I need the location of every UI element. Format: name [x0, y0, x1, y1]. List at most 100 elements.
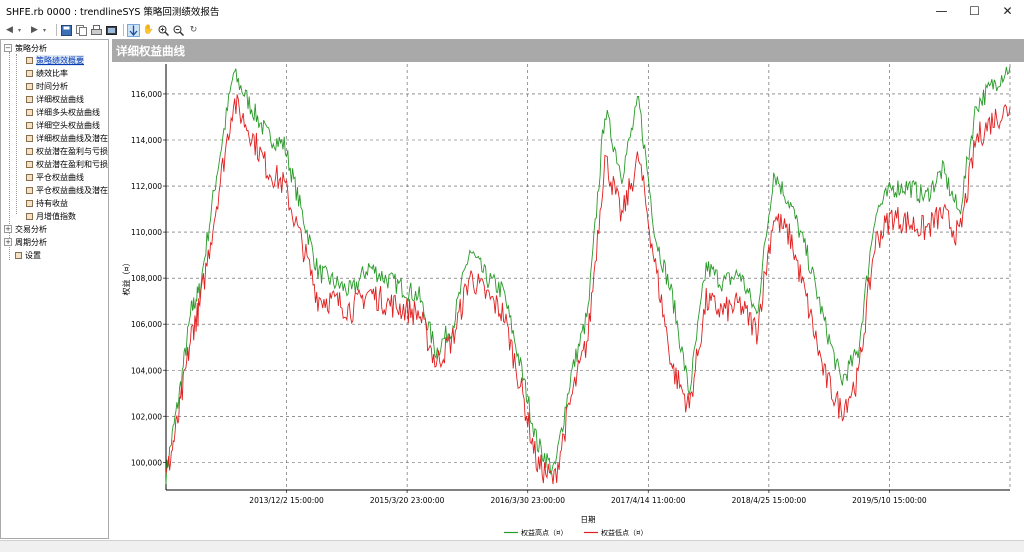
copy-icon[interactable]: [75, 24, 88, 37]
x-tick-label: 2017/4/14 11:00:00: [611, 496, 686, 505]
back-dropdown-icon[interactable]: ▾: [18, 26, 22, 34]
tree-node-strategy-analysis[interactable]: − 策略分析: [4, 42, 47, 54]
report-icon: [26, 95, 33, 103]
expand-icon[interactable]: +: [4, 238, 12, 246]
back-icon[interactable]: ◀: [6, 25, 13, 35]
tree-item-time-analysis[interactable]: 时间分析: [26, 80, 68, 92]
tree-item-monthly-index[interactable]: 月增值指数: [26, 210, 76, 222]
report-icon: [26, 147, 33, 155]
title-bar: SHFE.rb 0000 : trendlineSYS 策略回测绩效报告 — ☐…: [0, 0, 1024, 22]
y-tick-label: 114,000: [131, 136, 162, 145]
tree-label: 月增值指数: [36, 211, 76, 221]
report-icon: [26, 173, 33, 181]
tree-item-ratios[interactable]: 绩效比率: [26, 67, 68, 79]
maximize-button[interactable]: ☐: [969, 4, 980, 18]
tree-node-trade-analysis[interactable]: + 交易分析: [4, 223, 47, 235]
tree-label: 详细多头权益曲线: [36, 107, 100, 117]
report-icon: [26, 69, 33, 77]
pointer-icon[interactable]: [127, 23, 140, 37]
tree-item-closed-equity[interactable]: 平仓权益曲线: [26, 171, 84, 183]
report-icon: [26, 108, 33, 116]
y-tick-label: 104,000: [131, 366, 162, 375]
save-icon[interactable]: [60, 24, 73, 37]
toolbar-separator: [56, 24, 57, 36]
navigation-tree: − 策略分析 策略绩效概要 绩效比率 时间分析 详细权益曲线 详细多头权益曲线 …: [0, 39, 109, 539]
y-tick-label: 110,000: [131, 228, 162, 237]
tree-item-short-equity[interactable]: 详细空头权益曲线: [26, 119, 100, 131]
hand-icon[interactable]: ✋: [142, 25, 155, 35]
report-icon: [26, 160, 33, 168]
x-tick-label: 2016/3/30 23:00:00: [490, 496, 565, 505]
forward-dropdown-icon[interactable]: ▾: [43, 26, 47, 34]
legend: 权益高点（¤） 权益低点（¤）: [504, 528, 647, 537]
zoom-out-icon[interactable]: [172, 24, 185, 37]
y-tick-label: 108,000: [131, 274, 162, 283]
tree-item-equity-potential[interactable]: 详细权益曲线及潜在: [26, 132, 108, 144]
report-icon: [26, 186, 33, 194]
report-icon: [26, 199, 33, 207]
x-tick-label: 2018/4/25 15:00:00: [732, 496, 807, 505]
tree-label: 权益潜在盈利与亏损: [36, 146, 108, 156]
expand-icon[interactable]: +: [4, 225, 12, 233]
legend-label-high: 权益高点（¤）: [521, 528, 567, 537]
tree-label: 策略分析: [15, 43, 47, 53]
settings-page-icon: [15, 251, 22, 259]
y-tick-label: 100,000: [131, 458, 162, 467]
x-tick-label: 2019/5/10 15:00:00: [852, 496, 927, 505]
zoom-in-icon[interactable]: [157, 24, 170, 37]
report-icon: [26, 82, 33, 90]
report-icon: [26, 212, 33, 220]
tree-item-closed-equity-potential[interactable]: 平仓权益曲线及潜在: [26, 184, 108, 196]
tree-node-settings[interactable]: 设置: [15, 249, 41, 261]
tree-item-summary[interactable]: 策略绩效概要: [26, 54, 84, 66]
x-axis-title: 日期: [581, 515, 596, 524]
tree-item-holding-return[interactable]: 持有收益: [26, 197, 68, 209]
series-low-line: [165, 94, 1011, 485]
screen-icon[interactable]: [105, 24, 118, 37]
tree-label: 交易分析: [15, 224, 47, 234]
equity-curve-chart[interactable]: 100,000 102,000 104,000 106,000 108,000 110,0…: [112, 62, 1024, 539]
legend-label-low: 权益低点（¤）: [601, 528, 647, 537]
tree-label: 设置: [25, 250, 41, 260]
axis-labels: 100,000 102,000 104,000 106,000 108,000 110,0…: [121, 90, 927, 524]
toolbar: ◀ ▾ ▶ ▾ ✋ ↻: [0, 22, 1024, 38]
tree-node-period-analysis[interactable]: + 周期分析: [4, 236, 47, 248]
collapse-icon[interactable]: −: [4, 44, 12, 52]
print-icon[interactable]: [90, 24, 103, 37]
report-icon: [26, 134, 33, 142]
tree-label: 详细空头权益曲线: [36, 120, 100, 130]
y-tick-label: 106,000: [131, 320, 162, 329]
tree-label: 详细权益曲线: [36, 94, 84, 104]
refresh-icon[interactable]: ↻: [189, 25, 198, 35]
x-tick-label: 2013/12/2 15:00:00: [249, 496, 324, 505]
report-icon: [26, 56, 33, 64]
minimize-button[interactable]: —: [935, 4, 948, 18]
series-high-line: [165, 66, 1011, 485]
tree-guide-line: [16, 54, 17, 214]
tree-label: 权益潜在盈利和亏损: [36, 159, 108, 169]
report-icon: [26, 121, 33, 129]
window-controls: — ☐ ✕: [925, 0, 1024, 22]
tree-label: 平仓权益曲线及潜在: [36, 185, 108, 195]
chart-panel: 详细权益曲线 100,000 102,000 104,000 106,000 108,0…: [112, 39, 1024, 539]
tree-label: 平仓权益曲线: [36, 172, 84, 182]
y-tick-label: 116,000: [131, 90, 162, 99]
tree-label: 持有收益: [36, 198, 68, 208]
grid-lines: [166, 64, 1011, 490]
tree-item-potential-pl-1[interactable]: 权益潜在盈利与亏损: [26, 145, 108, 157]
status-bar: [0, 540, 1024, 552]
x-tick-label: 2015/3/20 23:00:00: [370, 496, 445, 505]
tree-item-potential-pl-2[interactable]: 权益潜在盈利和亏损: [26, 158, 108, 170]
tree-label: 详细权益曲线及潜在: [36, 133, 108, 143]
toolbar-separator: [123, 24, 124, 36]
tree-label: 周期分析: [15, 237, 47, 247]
tree-item-long-equity[interactable]: 详细多头权益曲线: [26, 106, 100, 118]
tree-guide-line: [9, 52, 10, 260]
close-button[interactable]: ✕: [1002, 4, 1013, 18]
tree-item-equity-curve[interactable]: 详细权益曲线: [26, 93, 84, 105]
axes: [163, 64, 1010, 493]
y-tick-label: 112,000: [131, 182, 162, 191]
tree-label: 时间分析: [36, 81, 68, 91]
forward-icon[interactable]: ▶: [31, 25, 38, 35]
series-group: [165, 66, 1011, 485]
